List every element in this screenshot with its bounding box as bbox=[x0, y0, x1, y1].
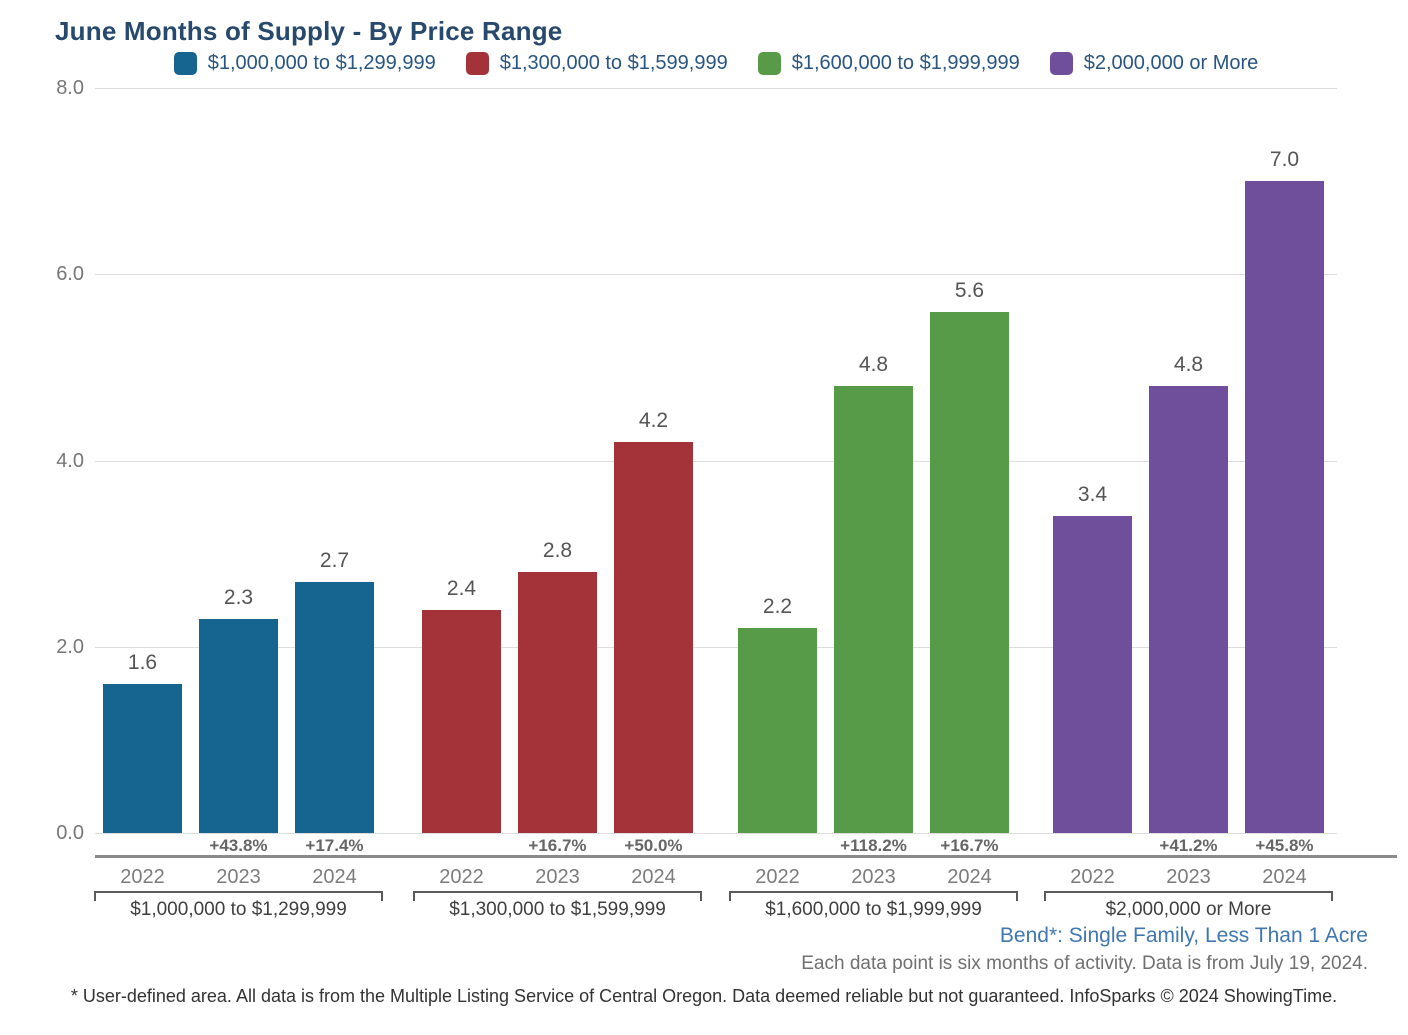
bar-2022: 2.2 bbox=[738, 595, 817, 833]
bar-value-label: 2.3 bbox=[223, 585, 254, 609]
bar-value-label: 1.6 bbox=[127, 651, 158, 674]
pct-change-label: +17.4% bbox=[305, 836, 364, 855]
gridline-y-2.0 bbox=[95, 646, 1337, 648]
legend-item-label: $1,300,000 to $1,599,999 bbox=[499, 52, 728, 74]
year-label: 2024 bbox=[631, 866, 676, 888]
group-price-range-label: $1,600,000 to $1,999,999 bbox=[765, 899, 982, 920]
axis-baseline-rule bbox=[95, 855, 1397, 858]
bar-value-label: 2.8 bbox=[542, 539, 573, 563]
legend-item-label: $1,000,000 to $1,299,999 bbox=[207, 52, 436, 74]
legend-item-label: $1,600,000 to $1,999,999 bbox=[791, 52, 1020, 74]
pct-change-label: +16.7% bbox=[940, 836, 999, 855]
bar-2023: 4.8 bbox=[1149, 353, 1228, 833]
y-axis-tick-label: 0.0 bbox=[56, 822, 84, 844]
gridline-y-6.0 bbox=[95, 274, 1337, 276]
disclaimer: * User-defined area. All data is from th… bbox=[70, 986, 1338, 1006]
bar-2023: 2.8 bbox=[518, 539, 597, 833]
bar-value-label: 2.7 bbox=[319, 548, 350, 572]
bar-value-label: 2.4 bbox=[446, 576, 477, 600]
bar-value-label: 4.8 bbox=[858, 353, 889, 376]
bar-value-label: 2.2 bbox=[762, 595, 793, 619]
group-price-range-label: $1,000,000 to $1,299,999 bbox=[130, 899, 347, 920]
year-label: 2022 bbox=[1070, 866, 1115, 888]
group-bracket bbox=[94, 891, 383, 901]
bar-2022: 1.6 bbox=[103, 651, 182, 833]
bar-value-label: 7.0 bbox=[1269, 148, 1300, 172]
bar-value-label: 5.6 bbox=[954, 278, 985, 302]
group-bracket bbox=[729, 891, 1018, 901]
bar-2022: 2.4 bbox=[422, 577, 501, 833]
legend-item-3: $2,000,000 or More bbox=[1049, 52, 1259, 75]
legend-swatch-icon bbox=[465, 52, 489, 75]
bar-2024: 4.2 bbox=[614, 409, 693, 833]
bar-2024: 7.0 bbox=[1245, 148, 1324, 833]
gridline-y-4.0 bbox=[95, 460, 1337, 462]
year-label: 2023 bbox=[1166, 866, 1211, 888]
bar-2024: 2.7 bbox=[295, 549, 374, 833]
bar-group-2: 2.2 4.8 5.6 bbox=[738, 88, 1009, 833]
legend-item-2: $1,600,000 to $1,999,999 bbox=[757, 52, 1020, 75]
area-label: Bend*: Single Family, Less Than 1 Acre bbox=[999, 924, 1368, 947]
group-price-range-label: $1,300,000 to $1,599,999 bbox=[449, 899, 666, 920]
bar-value-label: 3.4 bbox=[1077, 483, 1108, 507]
pct-change-label: +16.7% bbox=[528, 836, 587, 855]
year-label: 2022 bbox=[755, 866, 800, 888]
y-axis-tick-label: 4.0 bbox=[56, 449, 84, 472]
group-bracket bbox=[1044, 891, 1333, 901]
year-label: 2022 bbox=[439, 866, 484, 888]
y-axis-tick-label: 8.0 bbox=[56, 77, 84, 99]
y-axis-tick-label: 2.0 bbox=[56, 635, 84, 658]
pct-change-label: +41.2% bbox=[1159, 836, 1218, 855]
year-label: 2024 bbox=[312, 866, 357, 888]
group-price-range-label: $2,000,000 or More bbox=[1105, 899, 1272, 920]
legend-swatch-icon bbox=[173, 52, 197, 75]
bar-2023: 2.3 bbox=[199, 586, 278, 833]
legend-swatch-icon bbox=[757, 52, 781, 75]
bar-value-label: 4.8 bbox=[1173, 353, 1204, 376]
bar-2024: 5.6 bbox=[930, 279, 1009, 833]
year-label: 2023 bbox=[216, 866, 261, 888]
chart-legend: $1,000,000 to $1,299,999 $1,300,000 to $1… bbox=[95, 52, 1337, 75]
year-label: 2023 bbox=[851, 866, 896, 888]
year-label: 2024 bbox=[947, 866, 992, 888]
bar-group-3: 3.4 4.8 7.0 bbox=[1053, 88, 1324, 833]
y-axis-tick-label: 6.0 bbox=[56, 263, 84, 286]
bar-2023: 4.8 bbox=[834, 353, 913, 833]
year-label: 2024 bbox=[1262, 866, 1307, 888]
chart-title: June Months of Supply - By Price Range bbox=[55, 16, 563, 46]
bar-2022: 3.4 bbox=[1053, 483, 1132, 833]
gridline-y-0.0 bbox=[95, 833, 1337, 834]
gridline-y-8.0 bbox=[95, 88, 1337, 89]
bar-group-1: 2.4 2.8 4.2 bbox=[422, 88, 693, 833]
legend-swatch-icon bbox=[1049, 52, 1073, 75]
data-note: Each data point is six months of activit… bbox=[801, 953, 1368, 974]
pct-change-label: +43.8% bbox=[209, 836, 268, 855]
pct-change-label: +45.8% bbox=[1255, 836, 1314, 855]
bar-group-0: 1.6 2.3 2.7 bbox=[103, 88, 374, 833]
year-label: 2022 bbox=[120, 866, 165, 888]
bar-value-label: 4.2 bbox=[638, 408, 669, 432]
pct-change-label: +50.0% bbox=[624, 836, 683, 855]
year-label: 2023 bbox=[535, 866, 580, 888]
chart-plot-area: 1.6 2.3 2.7 2.4 2.8 4.2 2.2 4.8 5.6 3.4 4.8 7.0 bbox=[95, 88, 1337, 834]
pct-change-label: +118.2% bbox=[840, 836, 907, 855]
group-bracket bbox=[413, 891, 702, 901]
legend-item-label: $2,000,000 or More bbox=[1083, 52, 1259, 74]
legend-item-0: $1,000,000 to $1,299,999 bbox=[173, 52, 436, 75]
legend-item-1: $1,300,000 to $1,599,999 bbox=[465, 52, 728, 75]
